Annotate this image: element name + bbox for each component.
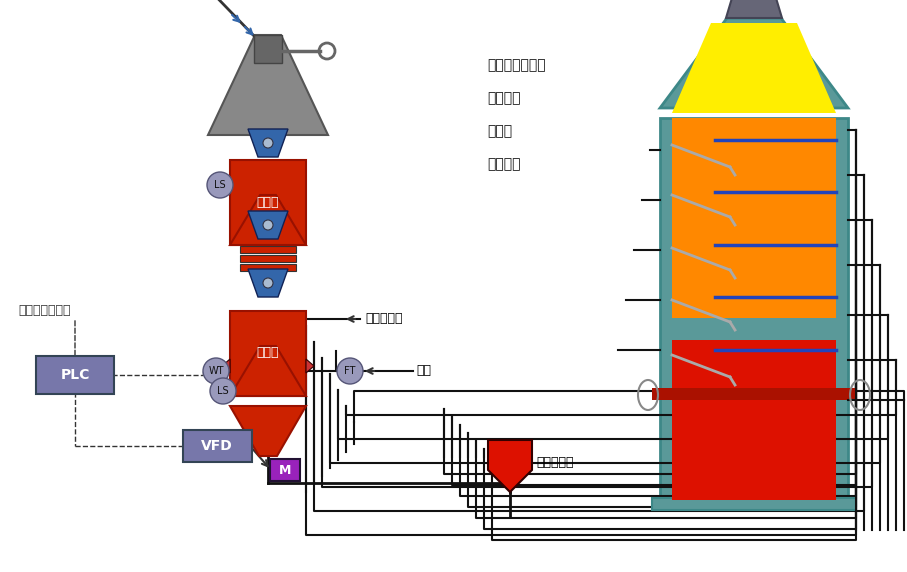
FancyBboxPatch shape [36, 356, 114, 394]
Text: LS: LS [217, 386, 229, 396]
FancyBboxPatch shape [270, 459, 300, 481]
Text: 循环流化床锅炉: 循环流化床锅炉 [487, 58, 546, 72]
Polygon shape [230, 160, 306, 245]
Bar [652, 388, 856, 400]
Circle shape [263, 138, 273, 148]
Bar [652, 498, 856, 510]
Polygon shape [230, 346, 306, 396]
Bar [672, 118, 836, 318]
Bar [660, 118, 848, 510]
Circle shape [263, 278, 273, 288]
Polygon shape [726, 0, 782, 18]
Text: 熟炼炉: 熟炼炉 [487, 124, 512, 138]
Text: 气源: 气源 [416, 364, 431, 378]
Polygon shape [248, 129, 288, 157]
Polygon shape [488, 440, 532, 492]
Polygon shape [306, 359, 314, 373]
FancyBboxPatch shape [183, 430, 252, 462]
Bar [240, 255, 296, 262]
Bar [672, 340, 836, 500]
Circle shape [337, 358, 363, 384]
Polygon shape [222, 359, 230, 373]
Polygon shape [230, 195, 306, 245]
Text: PLC: PLC [60, 368, 90, 382]
Text: VFD: VFD [201, 439, 233, 453]
Bar [254, 35, 282, 63]
Text: 炼铁高炉: 炼铁高炉 [487, 91, 521, 105]
Polygon shape [248, 269, 288, 297]
Circle shape [203, 358, 229, 384]
Text: FT: FT [345, 366, 356, 376]
Text: LS: LS [214, 180, 226, 190]
Polygon shape [208, 35, 328, 135]
Text: 收料罐: 收料罐 [257, 196, 279, 209]
Circle shape [207, 172, 233, 198]
Text: 炼钒电炉: 炼钒电炉 [487, 157, 521, 171]
Text: 管路分配器: 管路分配器 [536, 455, 573, 468]
Polygon shape [248, 211, 288, 239]
Bar [240, 246, 296, 253]
Text: 喷吹罐: 喷吹罐 [257, 347, 279, 359]
Polygon shape [660, 18, 848, 108]
Text: 流化加压气: 流化加压气 [365, 312, 403, 325]
Text: WT: WT [209, 366, 224, 376]
Text: 给料里连续可调: 给料里连续可调 [18, 304, 71, 316]
Polygon shape [672, 23, 836, 113]
Circle shape [210, 378, 236, 404]
Text: M: M [278, 463, 291, 476]
Circle shape [263, 220, 273, 230]
Polygon shape [230, 311, 306, 396]
Polygon shape [230, 406, 306, 456]
Bar [240, 264, 296, 271]
